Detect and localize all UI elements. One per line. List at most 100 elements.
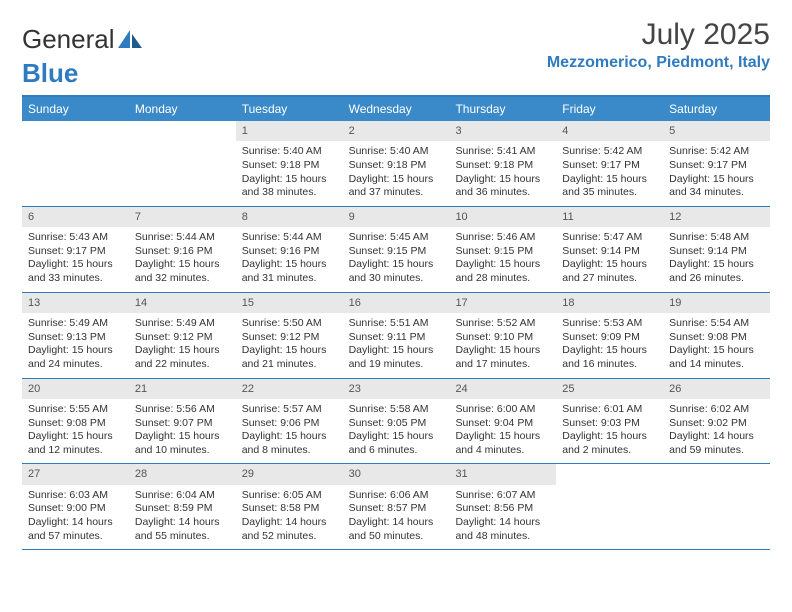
day-number: 14 [129, 293, 236, 313]
day-details: Sunrise: 5:42 AMSunset: 9:17 PMDaylight:… [663, 141, 770, 206]
sunrise-line: Sunrise: 6:06 AM [349, 489, 444, 503]
sunset-line: Sunset: 9:09 PM [562, 331, 657, 345]
daylight-line: Daylight: 15 hours and 32 minutes. [135, 258, 230, 285]
month-title: July 2025 [547, 18, 770, 52]
day-cell: 30Sunrise: 6:06 AMSunset: 8:57 PMDayligh… [343, 464, 450, 549]
day-details: Sunrise: 5:46 AMSunset: 9:15 PMDaylight:… [449, 227, 556, 292]
day-cell: 15Sunrise: 5:50 AMSunset: 9:12 PMDayligh… [236, 293, 343, 378]
day-number: 25 [556, 379, 663, 399]
daylight-line: Daylight: 15 hours and 2 minutes. [562, 430, 657, 457]
day-number: 9 [343, 207, 450, 227]
daylight-line: Daylight: 15 hours and 28 minutes. [455, 258, 550, 285]
sunset-line: Sunset: 9:08 PM [669, 331, 764, 345]
day-details: Sunrise: 5:56 AMSunset: 9:07 PMDaylight:… [129, 399, 236, 464]
day-number: 12 [663, 207, 770, 227]
sunrise-line: Sunrise: 5:45 AM [349, 231, 444, 245]
day-number: 27 [22, 464, 129, 484]
sunrise-line: Sunrise: 5:55 AM [28, 403, 123, 417]
day-details: Sunrise: 5:45 AMSunset: 9:15 PMDaylight:… [343, 227, 450, 292]
day-cell: 12Sunrise: 5:48 AMSunset: 9:14 PMDayligh… [663, 207, 770, 292]
day-details: Sunrise: 6:05 AMSunset: 8:58 PMDaylight:… [236, 485, 343, 550]
day-number: 17 [449, 293, 556, 313]
daylight-line: Daylight: 15 hours and 17 minutes. [455, 344, 550, 371]
daylight-line: Daylight: 15 hours and 8 minutes. [242, 430, 337, 457]
sunrise-line: Sunrise: 5:50 AM [242, 317, 337, 331]
day-number: 4 [556, 121, 663, 141]
day-cell: 13Sunrise: 5:49 AMSunset: 9:13 PMDayligh… [22, 293, 129, 378]
day-cell: 11Sunrise: 5:47 AMSunset: 9:14 PMDayligh… [556, 207, 663, 292]
day-header-thursday: Thursday [449, 97, 556, 121]
day-cell: 14Sunrise: 5:49 AMSunset: 9:12 PMDayligh… [129, 293, 236, 378]
daylight-line: Daylight: 15 hours and 30 minutes. [349, 258, 444, 285]
daylight-line: Daylight: 15 hours and 37 minutes. [349, 173, 444, 200]
day-details: Sunrise: 5:41 AMSunset: 9:18 PMDaylight:… [449, 141, 556, 206]
day-number: 29 [236, 464, 343, 484]
day-details: Sunrise: 6:07 AMSunset: 8:56 PMDaylight:… [449, 485, 556, 550]
week-row: 6Sunrise: 5:43 AMSunset: 9:17 PMDaylight… [22, 207, 770, 293]
sunset-line: Sunset: 9:18 PM [455, 159, 550, 173]
week-row: 1Sunrise: 5:40 AMSunset: 9:18 PMDaylight… [22, 121, 770, 207]
sunrise-line: Sunrise: 5:43 AM [28, 231, 123, 245]
sunrise-line: Sunrise: 6:00 AM [455, 403, 550, 417]
sunset-line: Sunset: 9:13 PM [28, 331, 123, 345]
day-number: 28 [129, 464, 236, 484]
sunrise-line: Sunrise: 5:44 AM [242, 231, 337, 245]
daylight-line: Daylight: 15 hours and 36 minutes. [455, 173, 550, 200]
day-cell: 6Sunrise: 5:43 AMSunset: 9:17 PMDaylight… [22, 207, 129, 292]
daylight-line: Daylight: 15 hours and 21 minutes. [242, 344, 337, 371]
day-details: Sunrise: 5:40 AMSunset: 9:18 PMDaylight:… [343, 141, 450, 206]
day-details: Sunrise: 5:57 AMSunset: 9:06 PMDaylight:… [236, 399, 343, 464]
daylight-line: Daylight: 14 hours and 55 minutes. [135, 516, 230, 543]
sunset-line: Sunset: 9:02 PM [669, 417, 764, 431]
daylight-line: Daylight: 15 hours and 27 minutes. [562, 258, 657, 285]
sunset-line: Sunset: 9:00 PM [28, 502, 123, 516]
sunset-line: Sunset: 9:15 PM [349, 245, 444, 259]
day-details: Sunrise: 6:06 AMSunset: 8:57 PMDaylight:… [343, 485, 450, 550]
sunset-line: Sunset: 9:12 PM [242, 331, 337, 345]
logo-text-2: Blue [22, 58, 78, 89]
sunrise-line: Sunrise: 5:52 AM [455, 317, 550, 331]
day-details: Sunrise: 5:53 AMSunset: 9:09 PMDaylight:… [556, 313, 663, 378]
logo-text-1: General [22, 24, 115, 55]
sunrise-line: Sunrise: 5:42 AM [669, 145, 764, 159]
day-cell: 20Sunrise: 5:55 AMSunset: 9:08 PMDayligh… [22, 379, 129, 464]
day-number: 2 [343, 121, 450, 141]
sunset-line: Sunset: 8:59 PM [135, 502, 230, 516]
sunset-line: Sunset: 9:18 PM [242, 159, 337, 173]
sunrise-line: Sunrise: 6:07 AM [455, 489, 550, 503]
day-number: 5 [663, 121, 770, 141]
sunrise-line: Sunrise: 6:04 AM [135, 489, 230, 503]
sunrise-line: Sunrise: 6:02 AM [669, 403, 764, 417]
sunrise-line: Sunrise: 5:40 AM [242, 145, 337, 159]
sunset-line: Sunset: 9:17 PM [562, 159, 657, 173]
day-details: Sunrise: 5:40 AMSunset: 9:18 PMDaylight:… [236, 141, 343, 206]
day-details: Sunrise: 5:50 AMSunset: 9:12 PMDaylight:… [236, 313, 343, 378]
day-details: Sunrise: 6:02 AMSunset: 9:02 PMDaylight:… [663, 399, 770, 464]
day-details: Sunrise: 5:51 AMSunset: 9:11 PMDaylight:… [343, 313, 450, 378]
day-cell: 8Sunrise: 5:44 AMSunset: 9:16 PMDaylight… [236, 207, 343, 292]
location: Mezzomerico, Piedmont, Italy [547, 54, 770, 72]
day-cell: 5Sunrise: 5:42 AMSunset: 9:17 PMDaylight… [663, 121, 770, 206]
day-details: Sunrise: 6:04 AMSunset: 8:59 PMDaylight:… [129, 485, 236, 550]
day-number: 22 [236, 379, 343, 399]
day-number: 6 [22, 207, 129, 227]
sunrise-line: Sunrise: 5:47 AM [562, 231, 657, 245]
sunset-line: Sunset: 9:17 PM [669, 159, 764, 173]
day-number: 11 [556, 207, 663, 227]
sunrise-line: Sunrise: 5:44 AM [135, 231, 230, 245]
sunrise-line: Sunrise: 5:46 AM [455, 231, 550, 245]
daylight-line: Daylight: 14 hours and 57 minutes. [28, 516, 123, 543]
day-details: Sunrise: 5:43 AMSunset: 9:17 PMDaylight:… [22, 227, 129, 292]
day-cell: 31Sunrise: 6:07 AMSunset: 8:56 PMDayligh… [449, 464, 556, 549]
day-header-wednesday: Wednesday [343, 97, 450, 121]
sunset-line: Sunset: 9:05 PM [349, 417, 444, 431]
sunset-line: Sunset: 9:12 PM [135, 331, 230, 345]
day-number: 15 [236, 293, 343, 313]
sunset-line: Sunset: 9:07 PM [135, 417, 230, 431]
day-cell: 22Sunrise: 5:57 AMSunset: 9:06 PMDayligh… [236, 379, 343, 464]
sail-icon [118, 30, 142, 48]
empty-cell [556, 464, 663, 549]
day-header-saturday: Saturday [663, 97, 770, 121]
daylight-line: Daylight: 15 hours and 24 minutes. [28, 344, 123, 371]
day-cell: 3Sunrise: 5:41 AMSunset: 9:18 PMDaylight… [449, 121, 556, 206]
